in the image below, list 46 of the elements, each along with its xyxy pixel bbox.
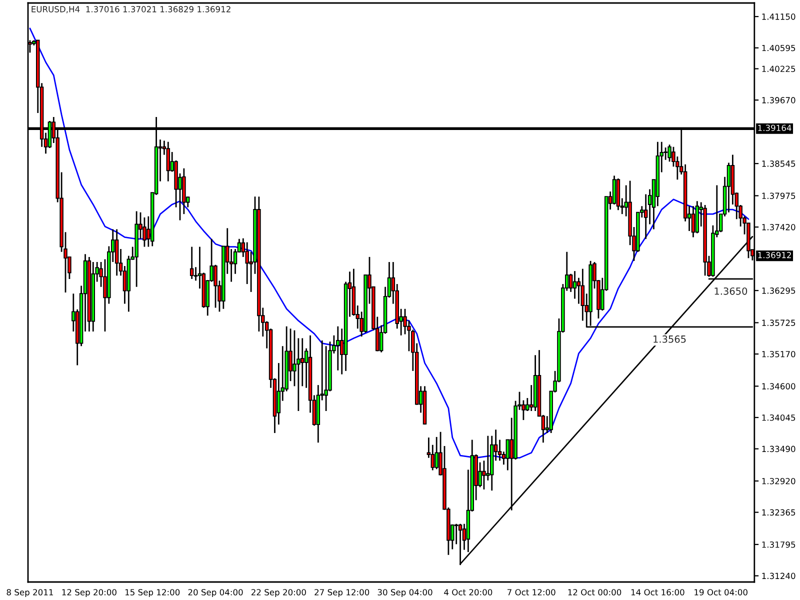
y-tick-label: 1.35170 bbox=[762, 350, 796, 358]
x-tick-label: 20 Sep 04:00 bbox=[188, 589, 243, 598]
line-series bbox=[29, 28, 750, 459]
x-tick-label: 4 Oct 20:00 bbox=[444, 589, 492, 596]
candlestick bbox=[190, 246, 194, 280]
y-tick-label: 1.34600 bbox=[762, 383, 796, 390]
y-tick-label: 1.36295 bbox=[762, 288, 796, 294]
ref-line-label: 1.39164 bbox=[758, 124, 792, 132]
x-tick-label: 19 Oct 04:00 bbox=[694, 589, 748, 596]
y-tick-label: 1.40595 bbox=[762, 44, 796, 52]
candlestick bbox=[142, 216, 146, 248]
y-tick-label: 1.40225 bbox=[762, 66, 796, 72]
y-tick-label: 1.32920 bbox=[762, 478, 796, 484]
y-tick-label: 1.33490 bbox=[762, 446, 796, 452]
y-tick-label: 1.32365 bbox=[762, 509, 796, 516]
candlestick bbox=[612, 174, 616, 206]
x-tick-label: 15 Sep 12:00 bbox=[125, 589, 180, 598]
chart-title: EURUSD,H4 1.37016 1.37021 1.36829 1.36912 bbox=[32, 6, 230, 14]
y-tick-label: 1.37420 bbox=[762, 224, 796, 230]
x-tick-label: 30 Sep 04:00 bbox=[378, 589, 432, 598]
x-tick-label: 12 Sep 20:00 bbox=[62, 589, 116, 598]
x-tick-label: 27 Sep 12:00 bbox=[314, 589, 370, 598]
candlestick bbox=[668, 144, 672, 162]
x-tick-label: 12 Oct 00:00 bbox=[568, 589, 622, 596]
candlestick bbox=[114, 228, 119, 276]
legend-label: 1.3650 bbox=[714, 287, 748, 295]
y-tick-label: 1.41150 bbox=[762, 14, 796, 20]
x-tick-label: 14 Oct 16:00 bbox=[631, 589, 684, 596]
y-tick-label: 1.31795 bbox=[762, 541, 796, 548]
candlestick bbox=[166, 141, 170, 182]
series-label: 1.3565 bbox=[654, 335, 686, 343]
y-tick-label: 1.31240 bbox=[762, 572, 796, 580]
candlestick bbox=[691, 205, 696, 238]
candlestick bbox=[336, 326, 340, 372]
x-tick-label: 8 Sep 2011 bbox=[6, 589, 53, 598]
y-tick-label: 1.39670 bbox=[762, 97, 796, 104]
candlestick bbox=[726, 162, 731, 214]
y-tick-label: 1.35725 bbox=[762, 320, 796, 326]
candlestick bbox=[454, 523, 458, 545]
y-tick-label: 1.37975 bbox=[762, 192, 796, 199]
candlestick bbox=[506, 439, 510, 471]
x-tick-label: 7 Oct 12:00 bbox=[508, 589, 556, 596]
x-tick-label: 22 Sep 20:00 bbox=[251, 589, 306, 598]
y-tick-label: 1.34045 bbox=[762, 414, 796, 421]
y-tick-label: 1.38545 bbox=[762, 160, 796, 167]
text: 1.36912 bbox=[758, 252, 791, 258]
